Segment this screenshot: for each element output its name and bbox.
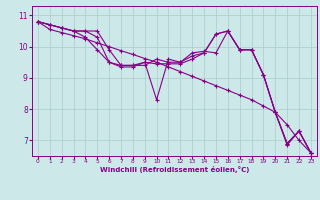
X-axis label: Windchill (Refroidissement éolien,°C): Windchill (Refroidissement éolien,°C) — [100, 166, 249, 173]
